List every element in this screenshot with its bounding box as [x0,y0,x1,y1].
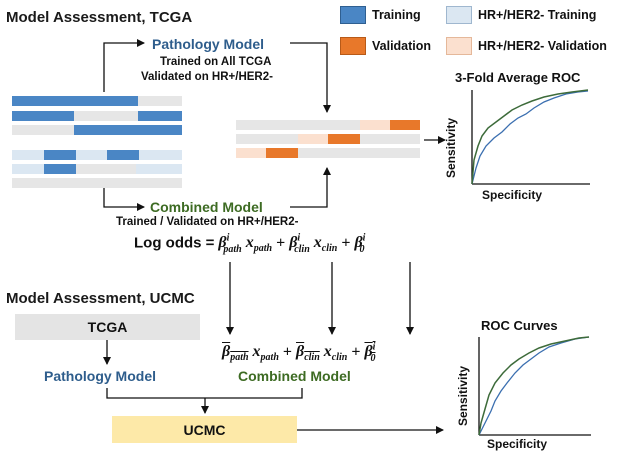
fold-bar-segment [12,178,74,188]
eq-x-path: xpath [245,234,273,255]
eq-x-clin: xclin [313,234,338,255]
fold-bar-segment [74,111,138,121]
avg-beta-path: βpath [222,343,249,364]
arrow-to-pathology [103,39,145,92]
avg-x-clin: xclin [323,343,348,364]
val-bar-segment [328,134,360,144]
val-bar-segment [266,148,298,158]
eq-beta-clin: βiclin [289,233,310,255]
fold-bar-segment [107,150,139,160]
arrow-combined-to-bars [290,167,331,208]
combined-trained-text: Trained / Validated on HR+/HER2- [116,216,299,228]
legend-hr-validation-swatch [446,37,472,55]
val-bar-segment [390,120,420,130]
pathology-trained-text: Trained on All TCGA [160,56,272,68]
roc-top-plot [471,89,590,185]
val-bar-segment [298,134,328,144]
avg-plus-1: + [282,343,293,361]
fold-bar-segment [44,164,76,174]
tcga-fold-bars [12,96,182,188]
eq-plus-1: + [276,234,286,252]
eq-beta-path: βipath [218,233,242,255]
fold-bar-segment [138,96,182,106]
val-bar-segment [360,120,390,130]
averaged-equation: βpath xpath + βclin xclin + βi0 [222,342,375,364]
tcga-validation-bars [236,120,420,158]
roc-bottom-xlabel: Specificity [487,437,548,451]
val-bar-segment [236,120,420,130]
fold-bar-segment [12,150,182,160]
fold-bar-segment [12,111,74,121]
val-bar-segment [236,148,266,158]
legend-hr-validation-label: HR+/HER2- Validation [478,39,607,53]
eq-plus-2: + [341,234,351,252]
tcga-combined-model-label: Combined Model [150,199,263,215]
legend-training-swatch [340,6,366,24]
roc-top-title: 3-Fold Average ROC [455,70,581,85]
fold-bar-segment [44,150,76,160]
legend-validation-label: Validation [372,39,432,53]
eq-label: Log odds = [134,234,215,252]
roc-bottom-title: ROC Curves [481,318,558,333]
roc-bottom-plot [478,336,591,436]
avg-beta-clin: βclin [296,343,320,364]
roc-top-ylabel: Sensitivity [444,117,458,178]
log-odds-equation: Log odds = βipath xpath + βiclin xclin +… [134,233,366,255]
tcga-section-title: Model Assessment, TCGA [6,9,193,26]
roc-bottom-ylabel: Sensitivity [456,365,470,426]
ucmc-section-title: Model Assessment, UCMC [6,290,195,307]
roc-top-curve-blue [471,90,589,185]
ucmc-pathology-model-label: Pathology Model [44,368,156,384]
roc-top-xlabel: Specificity [482,188,543,202]
pathology-validated-text: Validated on HR+/HER2- [141,71,273,83]
avg-plus-2: + [351,343,361,361]
legend-training-label: Training [372,8,421,22]
fold-bar-segment [12,125,74,135]
val-bar-segment [236,148,420,158]
fold-bar-segment [138,111,182,121]
merge-line [106,388,303,399]
fold-bar-segment [12,96,138,106]
eq-beta-0: βi0 [354,233,366,255]
roc-bottom-curve-green [478,336,590,436]
ucmc-combined-model-label: Combined Model [238,368,351,384]
legend-validation-swatch [340,37,366,55]
tcga-box: TCGA [15,314,200,340]
avg-beta-0: βi0 [364,342,376,364]
tcga-pathology-model-label: Pathology Model [152,36,264,52]
fold-bar-segment [76,164,136,174]
avg-x-path: xpath [252,343,279,364]
arrow-pathology-to-bars [290,42,331,113]
roc-bottom-curve-blue [478,336,590,436]
ucmc-box: UCMC [112,416,297,443]
fold-bar-segment [74,178,182,188]
roc-top-curve-green [471,89,589,185]
legend-hr-training-swatch [446,6,472,24]
legend-hr-training-label: HR+/HER2- Training [478,8,597,22]
fold-bar-segment [74,125,182,135]
